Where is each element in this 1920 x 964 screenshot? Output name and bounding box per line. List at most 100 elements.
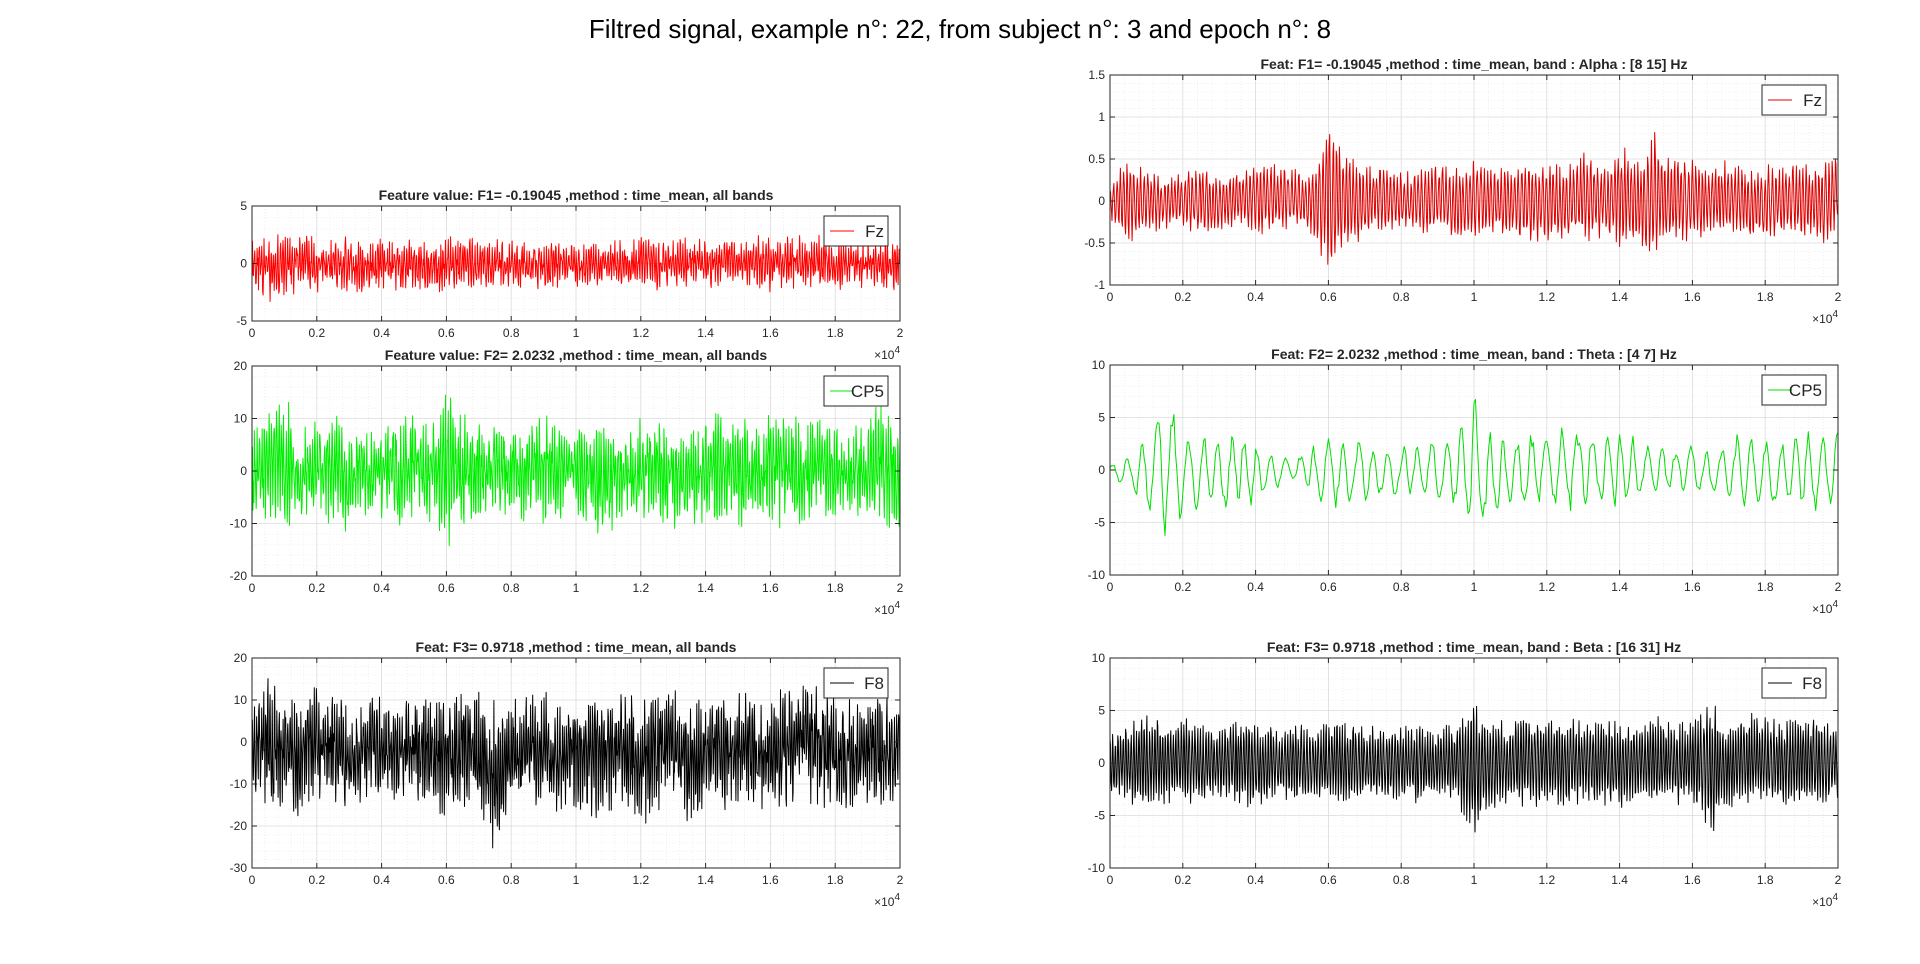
x-tick-label: 1.4 xyxy=(697,581,714,595)
x-tick-label: 1.6 xyxy=(1684,873,1701,887)
x-tick-label: 0.6 xyxy=(438,326,455,340)
y-tick-label: 10 xyxy=(1092,651,1106,665)
x-tick-label: 0.2 xyxy=(308,873,325,887)
tick-marks xyxy=(1109,74,1839,286)
x-tick-label: 1 xyxy=(1471,580,1478,594)
signal-line-cp5 xyxy=(251,394,901,547)
x-tick-label: 1 xyxy=(573,326,580,340)
legend-label: Fz xyxy=(1803,91,1822,110)
x-tick-label: 0.6 xyxy=(438,581,455,595)
legend: F8 xyxy=(823,667,889,699)
y-tick-label: -5 xyxy=(236,314,247,328)
chart-panel-6: Feat: F3= 0.9718 ,method : time_mean, ba… xyxy=(1088,639,1842,909)
legend: CP5 xyxy=(1761,374,1827,406)
legend-label: CP5 xyxy=(851,382,884,401)
x-tick-label: 0.2 xyxy=(1174,873,1191,887)
x-tick-label: 1.8 xyxy=(827,873,844,887)
y-tick-label: 10 xyxy=(234,693,248,707)
chart-panel-1: Feature value: F1= -0.19045 ,method : ti… xyxy=(236,187,903,362)
x-tick-label: 0.2 xyxy=(1174,580,1191,594)
y-tick-label: -20 xyxy=(230,819,248,833)
chart-panel-5: Feat: F2= 2.0232 ,method : time_mean, ba… xyxy=(1088,346,1842,616)
x-tick-label: 0.4 xyxy=(1247,290,1264,304)
tick-marks xyxy=(251,205,901,322)
x-tick-label: 0.2 xyxy=(308,581,325,595)
major-grid xyxy=(1110,365,1838,575)
y-tick-label: 0 xyxy=(1098,756,1105,770)
x-tick-label: 1.4 xyxy=(1611,580,1628,594)
x-tick-label: 0.4 xyxy=(1247,873,1264,887)
x-tick-label: 0.8 xyxy=(503,326,520,340)
tick-marks xyxy=(1109,657,1839,869)
y-tick-label: 1.5 xyxy=(1088,68,1105,82)
x-tick-label: 1.2 xyxy=(632,873,649,887)
x-tick-label: 0.4 xyxy=(373,326,390,340)
signal-line-cp5 xyxy=(1109,399,1839,536)
y-tick-label: 0 xyxy=(240,257,247,271)
legend-label: CP5 xyxy=(1789,381,1822,400)
x-tick-label: 1.6 xyxy=(762,873,779,887)
signal-line-f8 xyxy=(251,678,901,849)
y-tick-label: -10 xyxy=(1088,568,1106,582)
chart-title: Feat: F3= 0.9718 ,method : time_mean, al… xyxy=(416,639,737,655)
x-tick-label: 0.8 xyxy=(503,581,520,595)
x-tick-label: 2 xyxy=(897,581,904,595)
x-tick-label: 1 xyxy=(1471,290,1478,304)
tick-marks xyxy=(251,657,901,869)
x-tick-label: 0 xyxy=(249,581,256,595)
x-tick-label: 2 xyxy=(1835,580,1842,594)
x-tick-label: 1.2 xyxy=(1538,290,1555,304)
y-tick-label: 20 xyxy=(234,359,248,373)
y-tick-label: -20 xyxy=(230,569,248,583)
y-tick-label: 10 xyxy=(234,412,248,426)
x-tick-label: 0.4 xyxy=(373,581,390,595)
x-tick-label: 1 xyxy=(573,873,580,887)
y-tick-label: -10 xyxy=(230,517,248,531)
chart-title: Feat: F1= -0.19045 ,method : time_mean, … xyxy=(1261,56,1688,72)
x-tick-label: 0.8 xyxy=(1393,290,1410,304)
chart-panel-3: Feat: F3= 0.9718 ,method : time_mean, al… xyxy=(230,639,904,909)
x-exponent-label: ×104 xyxy=(1812,599,1838,616)
chart-panel-4: Feat: F1= -0.19045 ,method : time_mean, … xyxy=(1084,56,1841,326)
y-tick-label: 5 xyxy=(1098,704,1105,718)
chart-title: Feat: F3= 0.9718 ,method : time_mean, ba… xyxy=(1267,639,1681,655)
x-exponent-label: ×104 xyxy=(874,345,900,362)
y-tick-label: -30 xyxy=(230,861,248,875)
y-tick-label: 10 xyxy=(1092,358,1106,372)
y-tick-label: 5 xyxy=(1098,411,1105,425)
chart-panel-2: Feature value: F2= 2.0232 ,method : time… xyxy=(230,347,904,617)
signal-line-fz xyxy=(1109,131,1839,265)
chart-title: Feat: F2= 2.0232 ,method : time_mean, ba… xyxy=(1271,346,1677,362)
y-tick-label: 0 xyxy=(240,464,247,478)
y-tick-label: 0 xyxy=(240,735,247,749)
y-tick-label: -1 xyxy=(1094,278,1105,292)
x-tick-label: 1.8 xyxy=(1757,580,1774,594)
chart-title: Feature value: F1= -0.19045 ,method : ti… xyxy=(379,187,774,203)
x-tick-label: 1.6 xyxy=(762,581,779,595)
legend-box xyxy=(823,667,889,699)
x-tick-label: 1.6 xyxy=(1684,580,1701,594)
x-tick-label: 0 xyxy=(249,873,256,887)
x-tick-label: 0.2 xyxy=(1174,290,1191,304)
x-tick-label: 1.8 xyxy=(827,326,844,340)
y-tick-label: 0 xyxy=(1098,194,1105,208)
legend-label: F8 xyxy=(864,674,884,693)
x-tick-label: 0.4 xyxy=(373,873,390,887)
x-tick-label: 0.4 xyxy=(1247,580,1264,594)
x-tick-label: 1.2 xyxy=(632,581,649,595)
tick-marks xyxy=(1109,364,1839,576)
x-tick-label: 0.6 xyxy=(1320,580,1337,594)
x-tick-label: 1.2 xyxy=(632,326,649,340)
legend: Fz xyxy=(823,215,889,247)
x-tick-label: 1.8 xyxy=(1757,290,1774,304)
x-tick-label: 1 xyxy=(573,581,580,595)
x-tick-label: 2 xyxy=(1835,873,1842,887)
x-tick-label: 0.8 xyxy=(1393,873,1410,887)
x-tick-label: 0.6 xyxy=(438,873,455,887)
x-exponent-label: ×104 xyxy=(874,600,900,617)
y-tick-label: 20 xyxy=(234,651,248,665)
x-tick-label: 0.2 xyxy=(308,326,325,340)
x-tick-label: 1.8 xyxy=(1757,873,1774,887)
legend-label: Fz xyxy=(865,222,884,241)
x-tick-label: 1.2 xyxy=(1538,873,1555,887)
